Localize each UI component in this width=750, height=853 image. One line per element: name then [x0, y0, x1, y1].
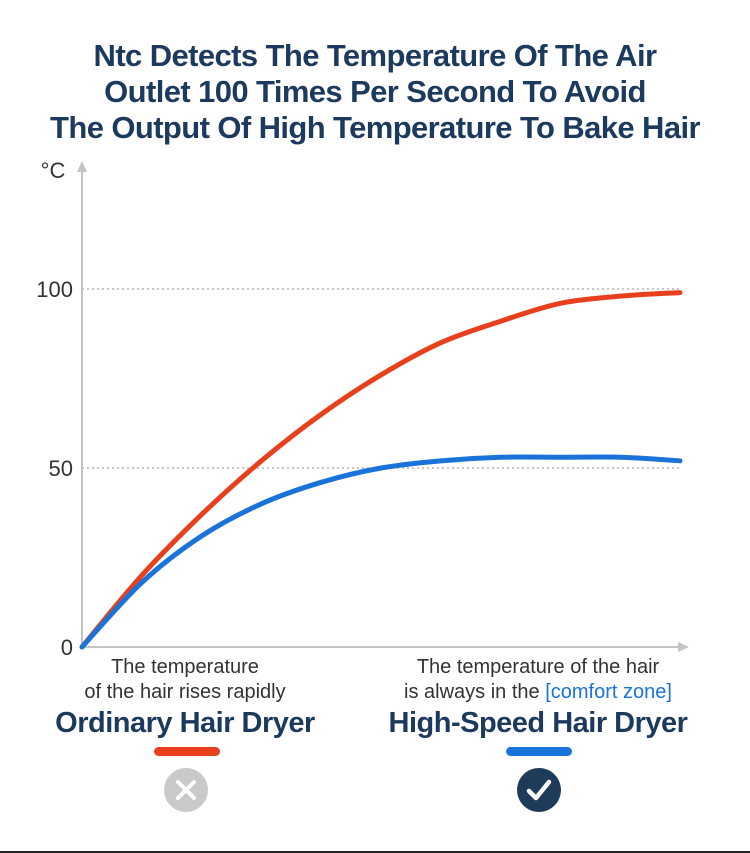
- right-caption-line-1: The temperature of the hair: [416, 656, 660, 678]
- ordinary-legend-bar: [154, 747, 220, 756]
- y-tick-label-0: 0: [61, 635, 73, 660]
- title-line-1: Ntc Detects The Temperature Of The Air: [93, 38, 657, 73]
- high-speed-dryer-line: [79, 454, 683, 650]
- series-lines: [79, 290, 683, 650]
- y-axis-unit: °C: [41, 158, 66, 183]
- left-caption: The temperature of the hair rises rapidl…: [35, 655, 335, 705]
- y-tick-label-50: 50: [49, 456, 73, 481]
- right-caption-line-2: is always in the [comfort zone]: [388, 680, 688, 705]
- left-caption-line-2: of the hair rises rapidly: [84, 681, 286, 703]
- y-axis-arrow: [77, 161, 87, 172]
- y-tick-labels: 0 50 100: [36, 277, 73, 660]
- grid-lines: [82, 288, 680, 469]
- x-axis-arrow: [678, 642, 689, 652]
- right-caption-prefix: is always in the: [404, 681, 546, 703]
- axes: [77, 161, 689, 652]
- ordinary-dryer-label: Ordinary Hair Dryer: [55, 707, 315, 739]
- title-line-2: Outlet 100 Times Per Second To Avoid: [104, 74, 646, 109]
- high-speed-legend-bar: [506, 747, 572, 756]
- cross-icon: [164, 768, 208, 812]
- title-line-3: The Output Of High Temperature To Bake H…: [50, 110, 701, 145]
- comfort-zone-highlight: [comfort zone]: [545, 681, 672, 703]
- chart-title: Ntc Detects The Temperature Of The Air O…: [0, 38, 750, 146]
- check-icon: [517, 768, 561, 812]
- bottom-border: [0, 851, 750, 853]
- left-caption-line-1: The temperature: [111, 656, 259, 678]
- high-speed-dryer-label: High-Speed Hair Dryer: [388, 707, 688, 739]
- y-tick-label-100: 100: [36, 277, 73, 302]
- temperature-chart: °C 0 50 100: [36, 158, 689, 660]
- ordinary-dryer-line: [79, 290, 683, 650]
- right-caption: The temperature of the hair is always in…: [388, 655, 688, 705]
